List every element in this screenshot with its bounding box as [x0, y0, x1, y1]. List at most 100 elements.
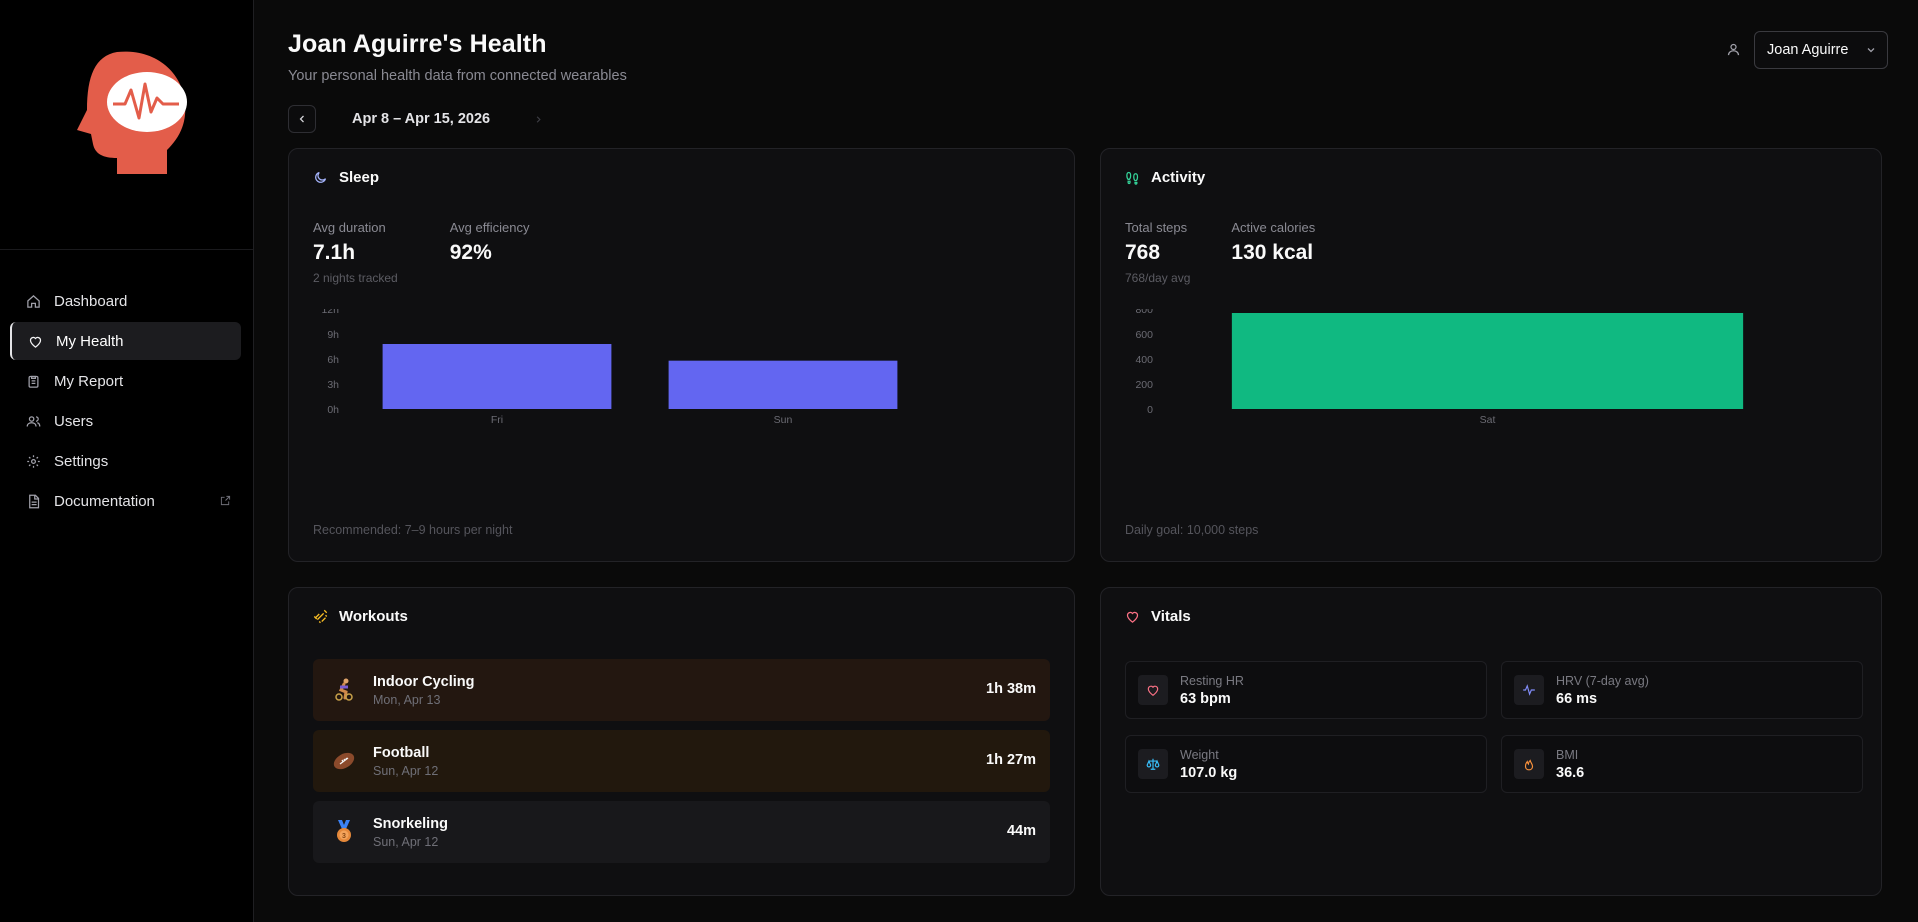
clipboard-icon	[24, 372, 42, 390]
activity-card-header: Activity	[1101, 149, 1881, 186]
vitals-card-header: Vitals	[1101, 588, 1881, 625]
sidebar-item-label: Documentation	[54, 492, 155, 510]
workout-duration: 44m	[1006, 823, 1036, 839]
workout-name: Indoor Cycling	[373, 673, 475, 690]
workouts-card: Workouts Indoor Cycling Mon, Apr 13 1h 3…	[288, 587, 1075, 896]
sidebar-item-documentation[interactable]: Documentation	[10, 482, 241, 520]
stat-value: 768	[1125, 241, 1161, 264]
activity-footer: Daily goal: 10,000 steps	[1125, 523, 1259, 537]
date-prev-button[interactable]	[288, 105, 316, 133]
user-select-value: Joan Aguirre	[1767, 42, 1849, 58]
activity-total-steps: Total steps 768 768/day avg	[1125, 220, 1190, 285]
stat-label: Avg efficiency	[449, 220, 530, 235]
workouts-card-title: Workouts	[339, 608, 408, 625]
stat-label: Avg duration	[313, 220, 386, 235]
sleep-card-header: Sleep	[289, 149, 1074, 186]
sleep-footer: Recommended: 7–9 hours per night	[313, 523, 513, 537]
workout-item-football[interactable]: Football Sun, Apr 12 1h 27m	[313, 730, 1050, 792]
workout-text: Snorkeling Sun, Apr 12	[373, 816, 448, 849]
sidebar-item-my-report[interactable]: My Report	[10, 362, 241, 400]
sidebar-item-settings[interactable]: Settings	[10, 442, 241, 480]
vital-value: 66 ms	[1556, 690, 1598, 707]
workout-item-indoor-cycling[interactable]: Indoor Cycling Mon, Apr 13 1h 38m	[313, 659, 1050, 721]
y-tick-label: 200	[1135, 379, 1153, 391]
y-tick-label: 9h	[327, 329, 339, 341]
vital-weight: Weight 107.0 kg	[1125, 735, 1487, 793]
sidebar-nav: Dashboard My Health My Report Users	[0, 250, 253, 520]
flame-icon	[1514, 749, 1544, 779]
sidebar-item-users[interactable]: Users	[10, 402, 241, 440]
vitals-card: Vitals Resting HR 63 bpm	[1100, 587, 1882, 896]
sidebar-item-label: My Report	[54, 372, 124, 390]
user-area: Joan Aguirre	[1726, 31, 1888, 69]
bar-sat[interactable]	[1231, 313, 1744, 409]
activity-stats: Total steps 768 768/day avg Active calor…	[1101, 186, 1881, 285]
sidebar-item-my-health[interactable]: My Health	[10, 322, 241, 360]
page-title: Joan Aguirre's Health	[288, 30, 547, 58]
stat-value: 7.1h	[313, 241, 356, 264]
y-tick-label: 400	[1135, 354, 1153, 366]
date-range-row: Apr 8 – Apr 15, 2026	[288, 104, 1888, 134]
medal-icon: 3	[329, 817, 359, 847]
vital-text: HRV (7-day avg) 66 ms	[1556, 674, 1649, 707]
brain-pulse-logo-icon	[76, 51, 187, 174]
y-tick-label: 0h	[327, 404, 339, 416]
vital-text: Weight 107.0 kg	[1180, 748, 1237, 781]
y-tick-label: 12h	[321, 309, 339, 316]
chevron-down-icon	[1865, 44, 1877, 60]
sleep-avg-efficiency: Avg efficiency 92%	[450, 220, 530, 285]
moon-icon	[313, 170, 329, 186]
sleep-chart: 0h 3h 6h 9h 12h Fri Sun	[321, 309, 898, 426]
vital-text: BMI 36.6	[1556, 748, 1584, 781]
activity-card-title: Activity	[1151, 169, 1206, 186]
x-tick-label: Fri	[491, 414, 503, 426]
stat-value: 130 kcal	[1231, 241, 1314, 264]
workout-date: Sun, Apr 12	[373, 834, 439, 849]
sidebar-item-label: My Health	[56, 332, 124, 350]
stat-sub: 768/day avg	[1125, 271, 1191, 285]
vitals-grid: Resting HR 63 bpm HRV (7-day avg) 66 ms	[1101, 625, 1881, 793]
sleep-card-title: Sleep	[339, 169, 380, 186]
user-icon	[1726, 42, 1742, 58]
user-select[interactable]: Joan Aguirre	[1754, 31, 1888, 69]
sidebar-item-dashboard[interactable]: Dashboard	[10, 282, 241, 320]
date-range-label: Apr 8 – Apr 15, 2026	[352, 111, 491, 127]
x-tick-label: Sat	[1480, 414, 1496, 426]
bar-fri[interactable]	[382, 344, 612, 409]
document-icon	[24, 492, 42, 510]
stat-label: Active calories	[1231, 220, 1316, 235]
page-subtitle: Your personal health data from connected…	[288, 68, 627, 84]
football-icon	[329, 746, 359, 776]
stat-sub: 2 nights tracked	[313, 271, 398, 285]
vital-label: BMI	[1556, 747, 1579, 762]
vital-value: 36.6	[1556, 764, 1585, 781]
x-tick-label: Sun	[774, 414, 793, 426]
workout-date: Mon, Apr 13	[373, 692, 441, 707]
external-link-icon	[220, 493, 231, 510]
sleep-stats: Avg duration 7.1h 2 nights tracked Avg e…	[289, 186, 1074, 285]
bar-sun[interactable]	[668, 360, 898, 409]
date-next-button[interactable]	[530, 111, 546, 127]
vital-hrv: HRV (7-day avg) 66 ms	[1501, 661, 1863, 719]
sidebar-item-label: Users	[54, 412, 94, 430]
workout-name: Football	[373, 744, 430, 761]
workout-date: Sun, Apr 12	[373, 763, 439, 778]
vital-bmi: BMI 36.6	[1501, 735, 1863, 793]
workout-duration: 1h 38m	[986, 681, 1036, 697]
main-content: Joan Aguirre's Health Your personal heal…	[254, 0, 1918, 922]
activity-card: Activity Total steps 768 768/day avg Act…	[1100, 148, 1882, 562]
footprints-icon	[1125, 170, 1141, 186]
scale-icon	[1138, 749, 1168, 779]
svg-text:3: 3	[342, 833, 346, 840]
pulse-icon	[1514, 675, 1544, 705]
logo[interactable]	[0, 0, 253, 250]
vital-label: Weight	[1180, 747, 1219, 762]
y-tick-label: 6h	[327, 354, 339, 366]
vital-text: Resting HR 63 bpm	[1180, 674, 1244, 707]
sleep-avg-duration: Avg duration 7.1h 2 nights tracked	[313, 220, 398, 285]
workout-item-snorkeling[interactable]: 3 Snorkeling Sun, Apr 12 44m	[313, 801, 1050, 863]
heart-icon	[1125, 609, 1141, 625]
stat-value: 92%	[449, 241, 492, 264]
workout-text: Indoor Cycling Mon, Apr 13	[373, 674, 475, 707]
home-icon	[24, 292, 42, 310]
